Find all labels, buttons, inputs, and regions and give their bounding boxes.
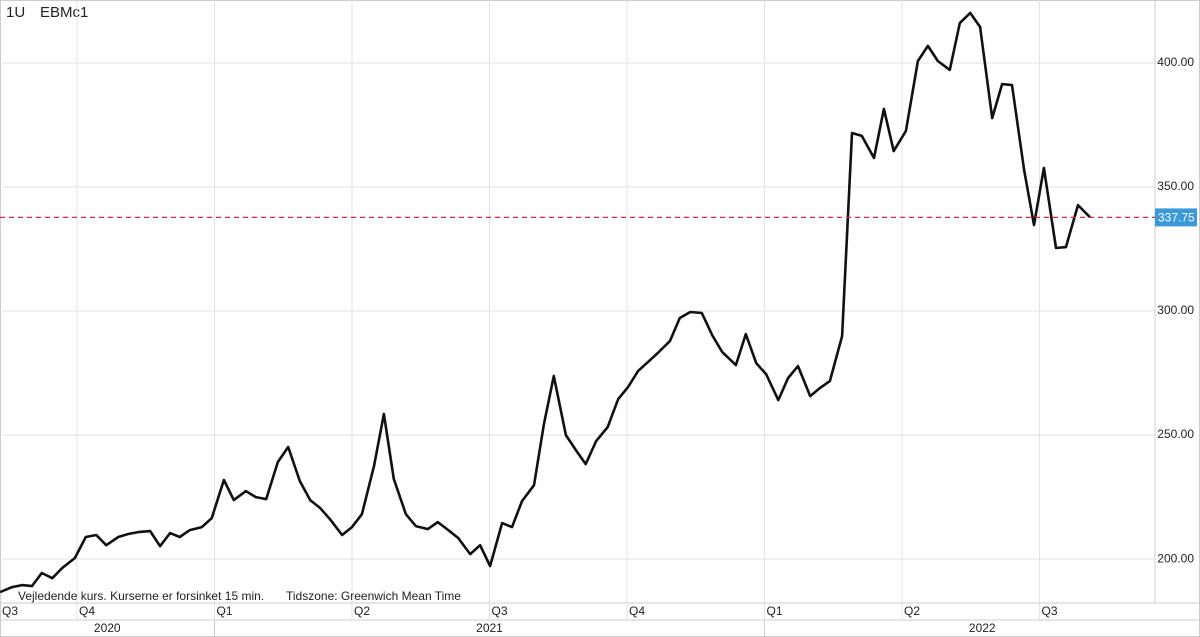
x-tick-label: Q3 <box>492 604 508 618</box>
x-tick-label: Q3 <box>1042 604 1058 618</box>
x-tick-label: Q2 <box>354 604 370 618</box>
note: Tidszone: Greenwich Mean Time <box>286 589 461 603</box>
year-label: 2022 <box>969 621 996 635</box>
last-value-label: 337.75 <box>1158 211 1195 225</box>
year-label: 2021 <box>476 621 503 635</box>
x-tick-label: Q1 <box>767 604 783 618</box>
last-value-box <box>1155 208 1197 227</box>
note: Vejledende kurs. Kurserne er forsinket 1… <box>18 589 264 603</box>
symbol: EBMc1 <box>40 4 88 21</box>
x-tick-label: Q1 <box>217 604 233 618</box>
y-tick-label: 350.00 <box>1157 179 1194 193</box>
x-tick-label: Q4 <box>79 604 95 618</box>
x-tick-label: Q2 <box>904 604 920 618</box>
y-tick-label: 300.00 <box>1157 303 1194 317</box>
y-tick-label: 200.00 <box>1157 551 1194 565</box>
y-tick-label: 400.00 <box>1157 55 1194 69</box>
y-tick-label: 250.00 <box>1157 427 1194 441</box>
x-tick-label: Q3 <box>2 604 18 618</box>
year-label: 2020 <box>94 621 121 635</box>
x-tick-label: Q4 <box>629 604 645 618</box>
interval: 1U <box>6 4 25 21</box>
price-line <box>0 11 1092 594</box>
